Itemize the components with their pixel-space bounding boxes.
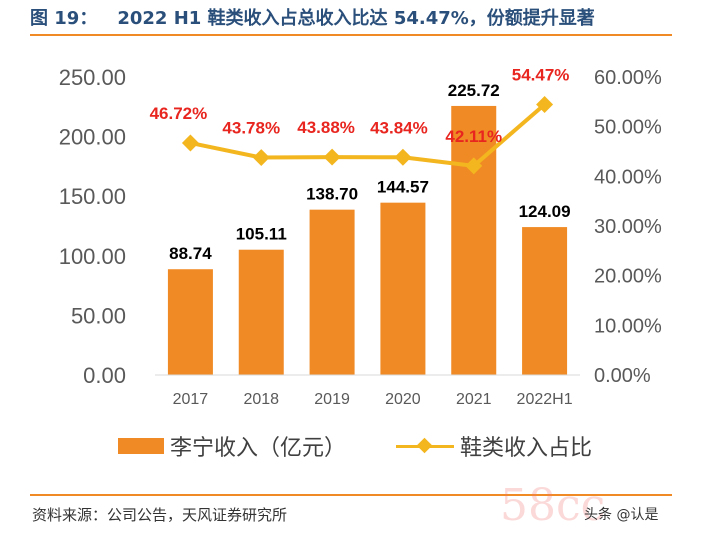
watermark: 58cc bbox=[500, 480, 606, 531]
figure-title: 图 19： 2022 H1 鞋类收入占总收入比达 54.47%，份额提升显著 bbox=[30, 4, 595, 30]
legend-item-bar: 李宁收入（亿元） bbox=[118, 430, 346, 462]
figure-label: 图 19： bbox=[30, 8, 98, 29]
y-right-tick-label: 40.00% bbox=[594, 166, 662, 188]
legend-swatch-line bbox=[396, 436, 455, 456]
title-rule bbox=[30, 34, 672, 36]
y-right-tick-label: 20.00% bbox=[594, 266, 662, 288]
x-tick-label: 2018 bbox=[243, 391, 279, 408]
share-value-label: 42.11% bbox=[445, 127, 502, 146]
legend-label-line: 鞋类收入占比 bbox=[460, 436, 593, 461]
y-right-tick-label: 0.00% bbox=[594, 365, 651, 387]
bar-value-label: 105.11 bbox=[236, 225, 287, 244]
share-line bbox=[190, 102, 546, 168]
x-tick-label: 2021 bbox=[456, 391, 492, 408]
bar-value-label: 88.74 bbox=[169, 244, 212, 263]
footer-rule bbox=[30, 494, 672, 496]
y-left-tick-label: 50.00 bbox=[71, 303, 126, 328]
y-left-tick-label: 200.00 bbox=[59, 125, 126, 150]
bar bbox=[309, 209, 355, 375]
bar bbox=[522, 227, 568, 375]
legend-label-bar: 李宁收入（亿元） bbox=[170, 436, 347, 461]
figure-title-text: 2022 H1 鞋类收入占总收入比达 54.47%，份额提升显著 bbox=[117, 8, 595, 29]
legend-item-line: 鞋类收入占比 bbox=[346, 430, 592, 462]
share-marker bbox=[394, 148, 412, 166]
y-right-tick-label: 30.00% bbox=[594, 216, 662, 238]
bar bbox=[167, 269, 213, 375]
share-value-label: 43.88% bbox=[297, 118, 355, 137]
bar-value-label: 144.57 bbox=[377, 178, 429, 197]
bar-value-label: 124.09 bbox=[519, 202, 571, 221]
y-left-tick-label: 0.00 bbox=[83, 363, 126, 388]
x-tick-label: 2022H1 bbox=[517, 391, 573, 408]
credit-text: 头条 @认是 bbox=[584, 507, 659, 523]
share-marker bbox=[465, 157, 483, 175]
source-note: 资料来源：公司公告，天风证券研究所 bbox=[32, 506, 288, 524]
chart-legend: 李宁收入（亿元） 鞋类收入占比 bbox=[118, 430, 592, 462]
bar-value-label: 225.72 bbox=[448, 81, 500, 100]
x-tick-label: 2020 bbox=[385, 391, 421, 408]
y-left-tick-label: 250.00 bbox=[59, 65, 126, 90]
legend-swatch-bar bbox=[118, 438, 164, 454]
x-tick-label: 2019 bbox=[314, 391, 350, 408]
bar bbox=[380, 202, 426, 375]
share-value-label: 43.78% bbox=[222, 119, 280, 138]
y-right-tick-label: 10.00% bbox=[594, 315, 662, 337]
share-marker bbox=[252, 149, 270, 167]
y-right-tick-label: 60.00% bbox=[594, 67, 662, 89]
combo-chart: 0.00 50.00 100.00 150.00 200.00 250.00 0.00% 10… bbox=[59, 65, 662, 408]
share-marker bbox=[181, 134, 199, 152]
share-value-label: 46.72% bbox=[150, 104, 208, 123]
share-value-label: 43.84% bbox=[370, 118, 428, 137]
bar bbox=[451, 105, 497, 375]
x-tick-label: 2017 bbox=[173, 391, 209, 408]
y-left-tick-label: 150.00 bbox=[59, 184, 126, 209]
share-marker bbox=[536, 95, 554, 113]
y-right-tick-label: 50.00% bbox=[594, 117, 662, 139]
share-value-label: 54.47% bbox=[512, 65, 570, 84]
y-left-tick-label: 100.00 bbox=[59, 244, 126, 269]
share-marker bbox=[323, 148, 341, 166]
bar bbox=[238, 249, 284, 375]
bar-value-label: 138.70 bbox=[306, 185, 358, 204]
